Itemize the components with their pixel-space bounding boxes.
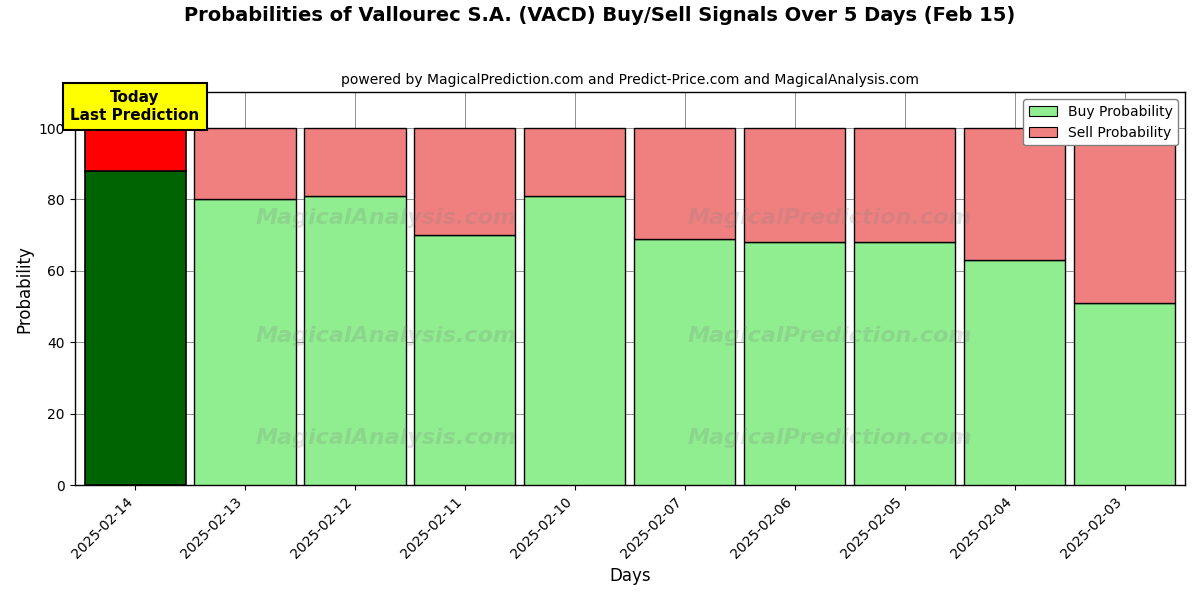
- Text: Today
Last Prediction: Today Last Prediction: [71, 91, 199, 123]
- Bar: [305, 196, 406, 485]
- Bar: [744, 128, 845, 242]
- Bar: [194, 199, 295, 485]
- Bar: [854, 242, 955, 485]
- Text: MagicalAnalysis.com: MagicalAnalysis.com: [256, 428, 516, 448]
- Legend: Buy Probability, Sell Probability: Buy Probability, Sell Probability: [1024, 99, 1178, 145]
- Text: MagicalPrediction.com: MagicalPrediction.com: [688, 428, 972, 448]
- Bar: [854, 128, 955, 242]
- Bar: [744, 242, 845, 485]
- Bar: [84, 128, 186, 171]
- Bar: [1074, 128, 1175, 303]
- Bar: [84, 171, 186, 485]
- X-axis label: Days: Days: [610, 567, 650, 585]
- Text: Probabilities of Vallourec S.A. (VACD) Buy/Sell Signals Over 5 Days (Feb 15): Probabilities of Vallourec S.A. (VACD) B…: [185, 6, 1015, 25]
- Text: MagicalAnalysis.com: MagicalAnalysis.com: [256, 326, 516, 346]
- Bar: [305, 128, 406, 196]
- Bar: [194, 128, 295, 199]
- Text: MagicalPrediction.com: MagicalPrediction.com: [688, 208, 972, 228]
- Bar: [964, 128, 1066, 260]
- Title: powered by MagicalPrediction.com and Predict-Price.com and MagicalAnalysis.com: powered by MagicalPrediction.com and Pre…: [341, 73, 919, 87]
- Bar: [524, 128, 625, 196]
- Bar: [414, 235, 516, 485]
- Bar: [964, 260, 1066, 485]
- Bar: [635, 239, 736, 485]
- Text: MagicalAnalysis.com: MagicalAnalysis.com: [256, 208, 516, 228]
- Bar: [635, 128, 736, 239]
- Bar: [1074, 303, 1175, 485]
- Bar: [524, 196, 625, 485]
- Y-axis label: Probability: Probability: [16, 245, 34, 333]
- Bar: [414, 128, 516, 235]
- Text: MagicalPrediction.com: MagicalPrediction.com: [688, 326, 972, 346]
